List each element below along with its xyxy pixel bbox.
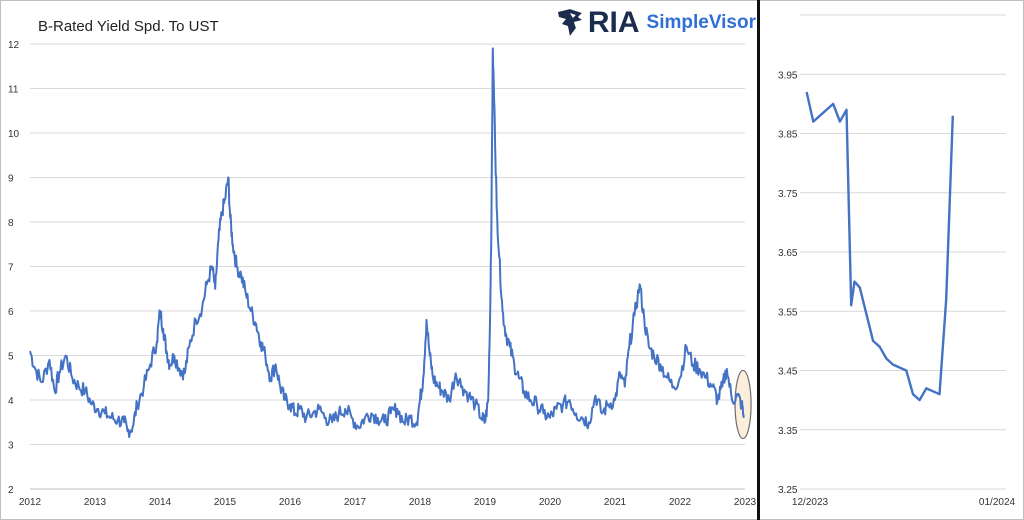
main-y-tick-label: 5 [8, 352, 14, 363]
main-x-tick-label: 2018 [409, 497, 432, 508]
main-x-tick-label: 2020 [539, 497, 562, 508]
main-x-tick-label: 2019 [474, 497, 497, 508]
main-x-tick-label: 2015 [214, 497, 237, 508]
inset-y-tick-label: 3.65 [778, 248, 798, 259]
main-x-tick-label: 2021 [604, 497, 627, 508]
inset-y-tick-label: 3.25 [778, 485, 798, 496]
main-series-line [29, 47, 745, 439]
main-x-tick-label: 2023 [734, 497, 757, 508]
main-x-tick-label: 2013 [84, 497, 107, 508]
inset-series-line [805, 91, 954, 402]
main-y-tick-label: 4 [8, 396, 14, 407]
chart-title: B-Rated Yield Spd. To UST [38, 18, 219, 35]
main-x-tick-label: 2017 [344, 497, 367, 508]
logo-product: SimpleVisor [646, 12, 756, 33]
inset-y-tick-label: 3.85 [778, 130, 798, 141]
eagle-icon [557, 9, 582, 36]
main-y-tick-label: 8 [8, 218, 14, 229]
inset-y-tick-label: 3.55 [778, 307, 798, 318]
inset-x-tick-label: 01/2024 [979, 497, 1016, 508]
main-y-tick-label: 9 [8, 174, 14, 185]
logo: RIA SimpleVisor [556, 6, 756, 40]
main-y-tick-label: 7 [8, 263, 14, 274]
main-x-tick-label: 2012 [19, 497, 42, 508]
main-y-tick-label: 3 [8, 441, 14, 452]
inset-y-tick-label: 3.95 [778, 70, 798, 81]
inset-y-tick-label: 3.35 [778, 426, 798, 437]
main-y-tick-label: 6 [8, 307, 14, 318]
main-chart: 2 3 4 5 6 7 8 9 10 11 12 2012 2013 2014 2015 2016 2017 20… [8, 40, 757, 508]
main-x-tick-label: 2016 [279, 497, 302, 508]
main-x-tick-label: 2014 [149, 497, 172, 508]
main-x-tick-label: 2022 [669, 497, 692, 508]
logo-brand: RIA [587, 6, 640, 39]
main-y-tick-label: 10 [8, 129, 20, 140]
inset-y-tick-label: 3.45 [778, 367, 798, 378]
main-y-tick-label: 11 [8, 85, 19, 96]
inset-x-tick-label: 12/2023 [792, 497, 829, 508]
inset-y-tick-label: 3.75 [778, 189, 798, 200]
inset-chart: 3.25 3.35 3.45 3.55 3.65 3.75 3.85 3.95 12/2023 0… [778, 14, 1016, 508]
main-y-tick-label: 12 [8, 40, 20, 51]
main-y-tick-label: 2 [8, 485, 14, 496]
panel-divider [757, 0, 760, 520]
